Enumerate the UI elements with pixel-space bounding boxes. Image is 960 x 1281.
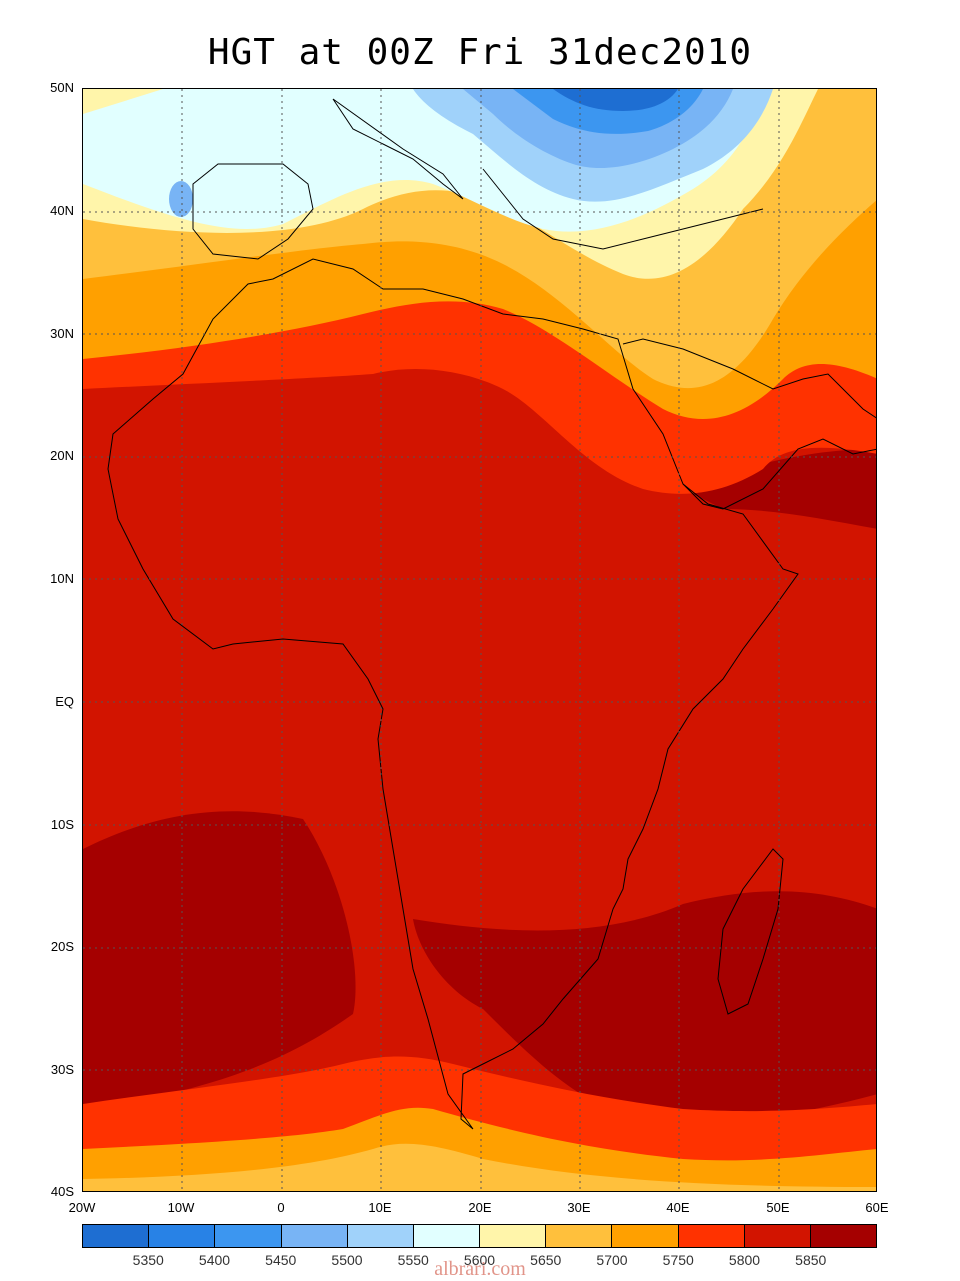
lat-label-10n: 10N	[50, 571, 74, 586]
band-above-5850-arabia	[683, 449, 876, 529]
lon-label-40e: 40E	[666, 1200, 690, 1215]
colorbar	[82, 1224, 877, 1248]
turkey-coastline	[482, 168, 764, 250]
lat-label-40s: 40S	[50, 1184, 74, 1199]
band-5350-5400	[553, 89, 678, 111]
contour-map-svg	[83, 89, 876, 1191]
italy-coastline	[332, 98, 464, 200]
graticule	[83, 89, 876, 1191]
band-5500-small-cell	[169, 181, 193, 217]
lon-label-60e: 60E	[865, 1200, 889, 1215]
colorbar-label: 5550	[397, 1252, 429, 1268]
lon-label-10e: 10E	[368, 1200, 392, 1215]
colorbar-label: 5700	[596, 1252, 628, 1268]
colorbar-label: 5750	[662, 1252, 694, 1268]
watermark: albrari.com	[434, 1258, 526, 1280]
africa-coastline	[107, 258, 799, 1130]
colorbar-swatch	[281, 1225, 348, 1247]
map-title: HGT at 00Z Fri 31dec2010	[207, 32, 753, 73]
lat-label-40n: 40N	[50, 203, 74, 218]
lon-label-30e: 30E	[567, 1200, 591, 1215]
colorbar-swatch	[413, 1225, 481, 1247]
colorbar-swatch	[612, 1225, 679, 1247]
colorbar-label: 5450	[265, 1252, 297, 1268]
colorbar-swatch	[546, 1225, 613, 1247]
lat-label-30n: 30N	[50, 326, 74, 341]
height-map	[82, 88, 877, 1192]
colorbar-label: 5800	[728, 1252, 761, 1268]
colorbar-swatch	[744, 1225, 811, 1247]
colorbar-swatch	[149, 1225, 216, 1247]
lat-label-50n: 50N	[50, 80, 74, 95]
colorbar-label: 5850	[795, 1252, 827, 1268]
madagascar-coastline	[717, 848, 784, 1015]
band-above-5850-east	[413, 891, 876, 1123]
lon-label-20e: 20E	[468, 1200, 492, 1215]
colorbar-swatch	[678, 1225, 745, 1247]
colorbar-swatch	[480, 1225, 547, 1247]
colorbar-swatch	[347, 1225, 414, 1247]
colorbar-label: 5500	[331, 1252, 363, 1268]
band-above-5850-west	[83, 811, 356, 1109]
colorbar-swatch	[83, 1225, 150, 1247]
colorbar-label: 5350	[132, 1252, 164, 1268]
arabia-coastline	[622, 338, 876, 510]
colorbar-label: 5400	[198, 1252, 231, 1268]
colorbar-label: 5650	[530, 1252, 562, 1268]
colorbar-label: 5600	[463, 1252, 496, 1268]
iberia-coastline	[192, 163, 314, 260]
lat-label-20s: 20S	[50, 939, 74, 954]
lat-label-30s: 30S	[50, 1062, 74, 1077]
colorbar-swatch	[810, 1225, 877, 1247]
lon-label-10w: 10W	[167, 1200, 195, 1215]
lon-label-0: 0	[277, 1200, 285, 1215]
lat-label-eq: EQ	[55, 694, 74, 709]
lat-label-10s: 10S	[50, 817, 74, 832]
lat-label-20n: 20N	[50, 448, 74, 463]
lon-label-50e: 50E	[766, 1200, 790, 1215]
colorbar-swatch	[215, 1225, 282, 1247]
band-5650-5700-south	[83, 1143, 876, 1191]
lon-label-20w: 20W	[68, 1200, 96, 1215]
